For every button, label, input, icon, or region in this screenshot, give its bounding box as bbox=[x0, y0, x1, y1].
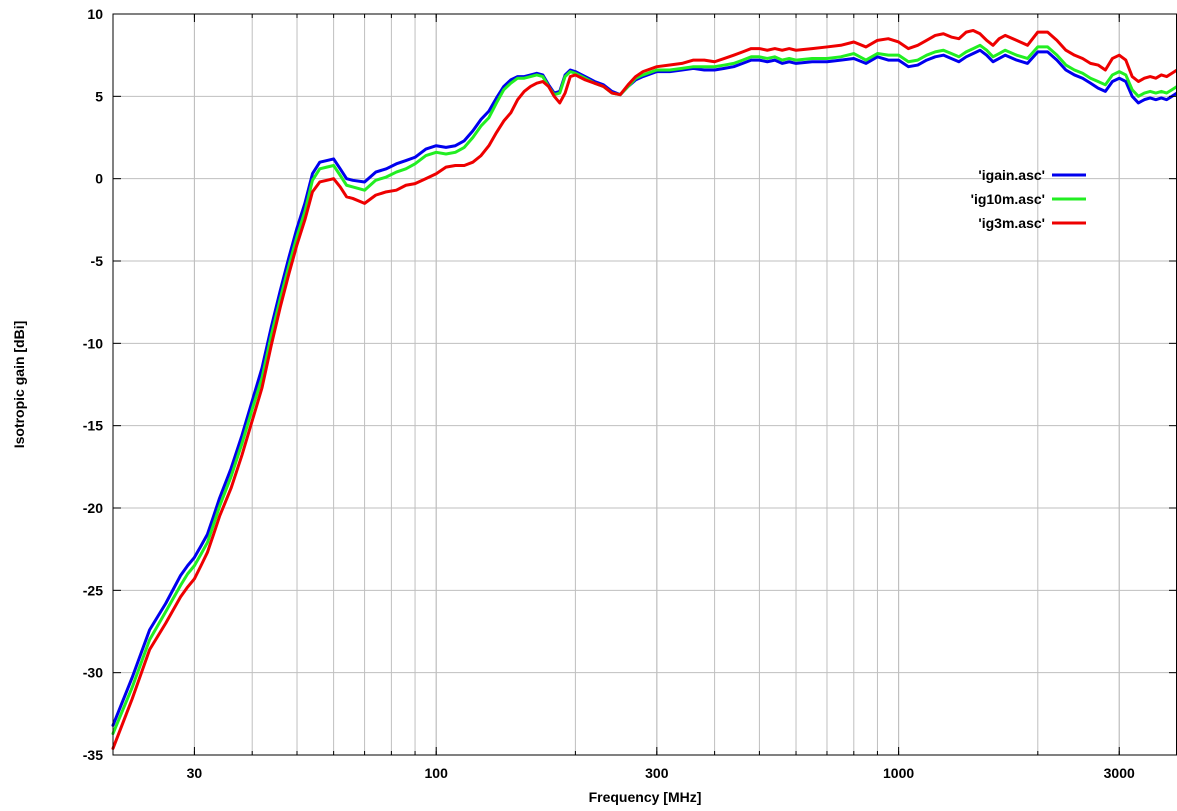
legend: 'igain.asc' 'ig10m.asc' 'ig3m.asc' bbox=[971, 167, 1086, 231]
x-tick-label: 3000 bbox=[1104, 765, 1135, 781]
tick-labels: 10 5 0 -5 -10 -15 -20 -25 -30 -35 30 100 300 1000 3000 bbox=[83, 6, 1135, 781]
y-tick-label: -5 bbox=[91, 253, 104, 269]
y-tick-label: -30 bbox=[83, 665, 103, 681]
y-tick-label: -25 bbox=[83, 582, 103, 598]
legend-label-2: 'ig10m.asc' bbox=[971, 191, 1045, 207]
y-tick-label: -20 bbox=[83, 500, 103, 516]
y-grid bbox=[113, 95, 1177, 674]
x-tick-label: 300 bbox=[645, 765, 669, 781]
y-tick-label: 10 bbox=[87, 6, 103, 22]
x-grid bbox=[112, 14, 1177, 755]
x-axis-label: Frequency [MHz] bbox=[589, 789, 702, 805]
series-line-3 bbox=[111, 28, 1177, 750]
y-tick-label: -10 bbox=[83, 335, 103, 351]
y-tick-label: 5 bbox=[95, 88, 103, 104]
x-tick-label: 1000 bbox=[883, 765, 914, 781]
series-layer bbox=[111, 28, 1177, 750]
legend-label-1: 'igain.asc' bbox=[978, 167, 1045, 183]
legend-label-3: 'ig3m.asc' bbox=[978, 215, 1045, 231]
ticks-layer bbox=[112, 13, 1177, 756]
series-line-2 bbox=[111, 43, 1177, 736]
y-tick-label: 0 bbox=[95, 171, 103, 187]
y-tick-label: -15 bbox=[83, 418, 103, 434]
y-axis-label: Isotropic gain [dBi] bbox=[11, 321, 27, 449]
x-tick-label: 100 bbox=[425, 765, 449, 781]
x-tick-label: 30 bbox=[187, 765, 203, 781]
y-tick-label: -35 bbox=[83, 747, 103, 763]
